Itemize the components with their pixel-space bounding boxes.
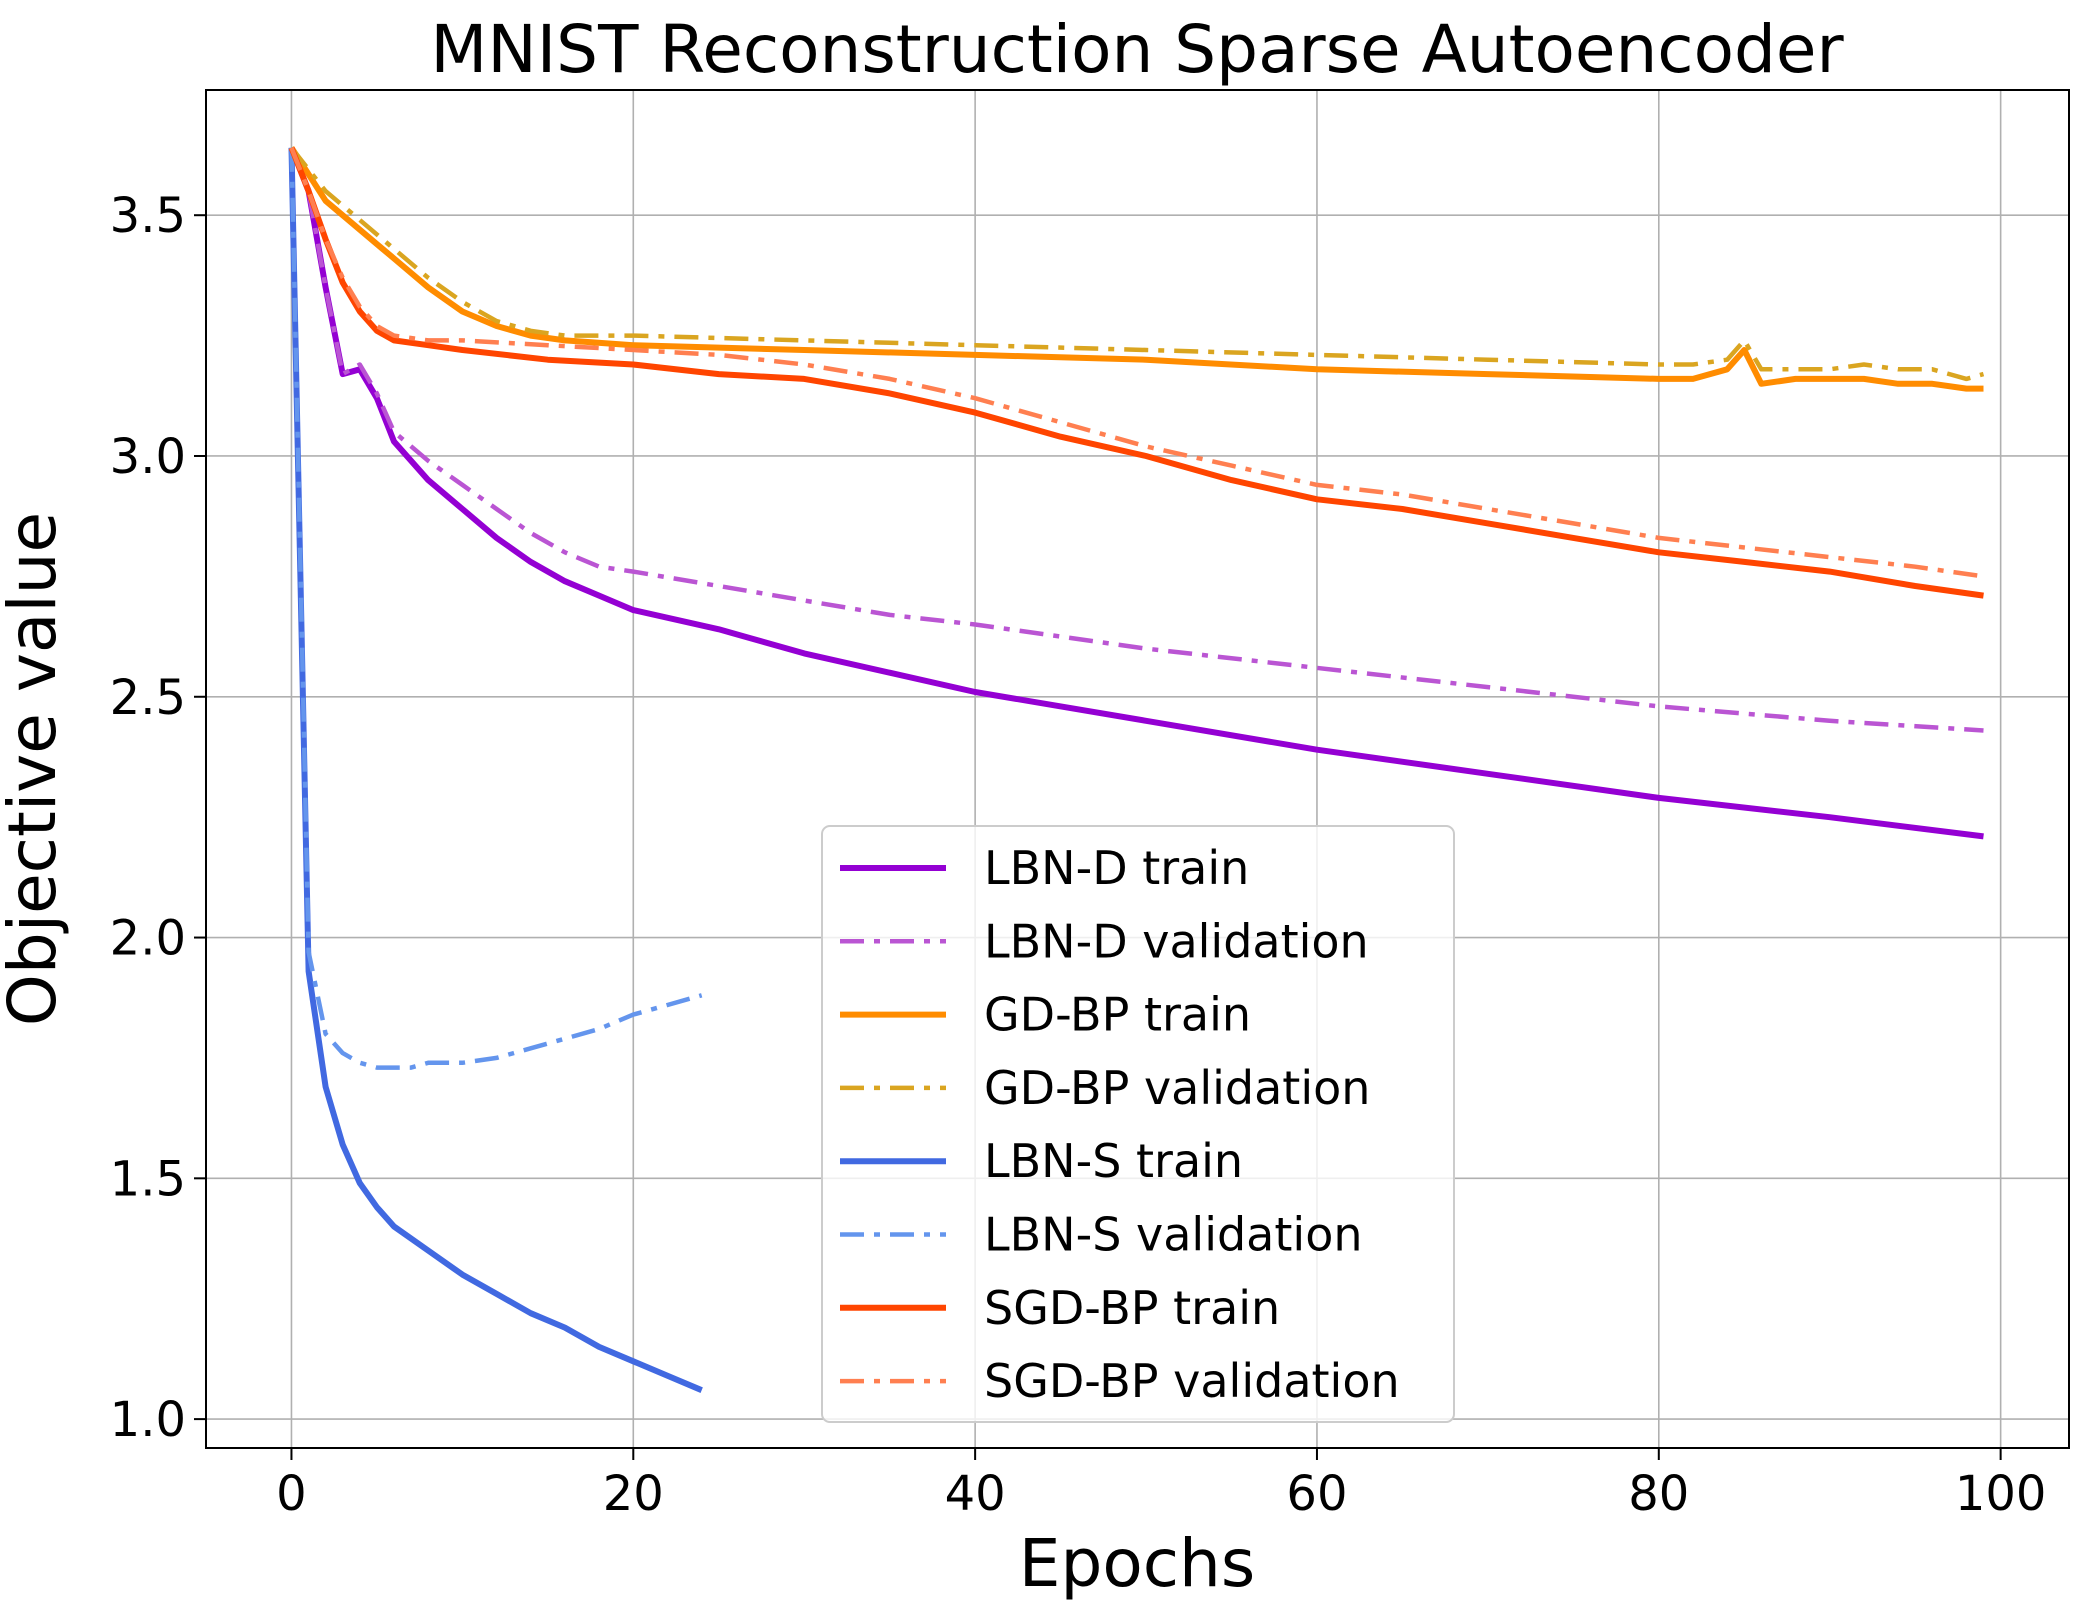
x-tick-label: 40 [945, 1466, 1006, 1522]
chart-title: MNIST Reconstruction Sparse Autoencoder [430, 11, 1844, 88]
legend-label-lbn-s-train: LBN-S train [984, 1134, 1243, 1188]
y-axis-label: Objective value [0, 512, 71, 1026]
series-line-lbn-d-train [288, 146, 1984, 840]
y-tick-label: 2.0 [110, 911, 186, 967]
y-tick-label: 1.0 [110, 1392, 186, 1448]
x-tick-label: 20 [603, 1466, 664, 1522]
legend-label-gd-bp-validation: GD-BP validation [984, 1061, 1370, 1115]
x-tick-label: 80 [1628, 1466, 1689, 1522]
x-ticks: 0 20 40 60 80 100 [276, 1448, 2046, 1522]
y-tick-label: 1.5 [110, 1151, 186, 1207]
y-tick-label: 2.5 [110, 670, 186, 726]
legend-label-lbn-d-validation: LBN-D validation [984, 914, 1369, 968]
legend-box [821, 825, 1455, 1423]
series-line-gd-bp-train [288, 146, 1984, 392]
series-line-lbn-d-validation [289, 146, 1984, 733]
series-line-lbn-s-validation [289, 147, 703, 1070]
series-line-lbn-s-train [288, 147, 703, 1393]
y-ticks: 1.0 1.5 2.0 2.5 3.0 3.5 [110, 188, 206, 1448]
x-axis-label: Epochs [1019, 1525, 1255, 1602]
y-tick-label: 3.0 [110, 429, 186, 485]
legend-label-sgd-bp-validation: SGD-BP validation [984, 1354, 1400, 1408]
legend-label-gd-bp-train: GD-BP train [984, 988, 1251, 1042]
y-tick-label: 3.5 [110, 188, 186, 244]
x-tick-label: 100 [1955, 1466, 2047, 1522]
legend-label-lbn-s-validation: LBN-S validation [984, 1208, 1363, 1262]
series-line-sgd-bp-train [288, 146, 1984, 599]
series-line-gd-bp-validation [289, 146, 1985, 382]
legend-label-sgd-bp-train: SGD-BP train [984, 1281, 1280, 1335]
legend-label-lbn-d-train: LBN-D train [984, 841, 1249, 895]
series-line-sgd-bp-validation [289, 146, 1984, 579]
x-tick-label: 60 [1286, 1466, 1347, 1522]
x-tick-label: 0 [276, 1466, 307, 1522]
plot-frame [205, 89, 2070, 1449]
series-layer [288, 146, 1985, 1393]
legend: LBN-D train LBN-D validation GD-BP train GD… [821, 825, 1455, 1423]
